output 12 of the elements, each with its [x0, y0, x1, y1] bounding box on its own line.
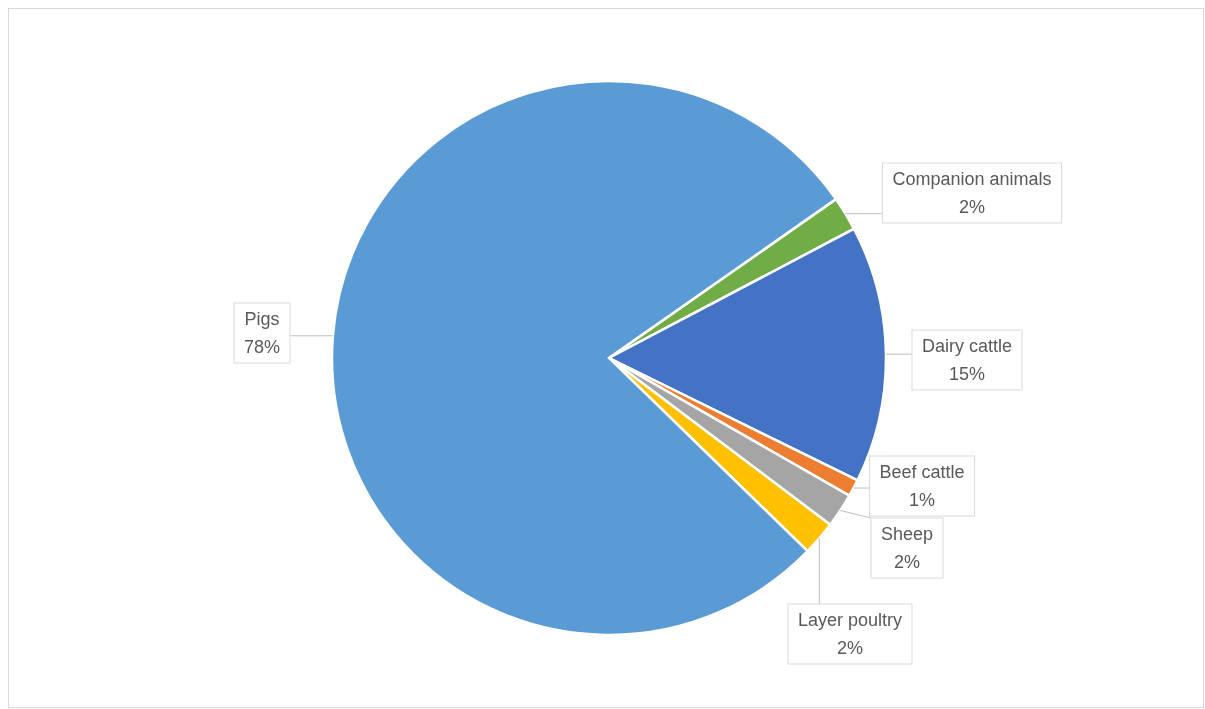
- data-label: 15%: [948, 364, 986, 384]
- data-label: 1%: [908, 490, 936, 510]
- slice-label: Companion animals: [892, 169, 1052, 189]
- data-label: 2%: [893, 552, 921, 572]
- data-label: 2%: [836, 638, 864, 658]
- slice-label: Dairy cattle: [921, 336, 1013, 356]
- data-label: 78%: [243, 337, 281, 357]
- slice-label: Pigs: [244, 309, 280, 329]
- slice-label: Beef cattle: [879, 462, 965, 482]
- data-label: 2%: [958, 197, 986, 217]
- slice-label: Sheep: [880, 524, 934, 544]
- slice-label: Layer poultry: [797, 610, 903, 630]
